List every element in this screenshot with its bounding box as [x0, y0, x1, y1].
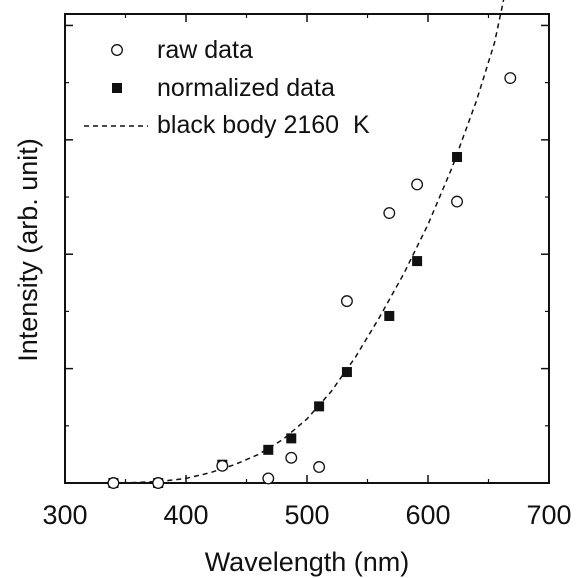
normalized-data-point: [314, 401, 325, 412]
x-tick-label: 600: [405, 500, 450, 530]
plot-series: [107, 0, 517, 489]
legend: raw data normalized data black body 2160…: [84, 36, 370, 139]
x-tick-label: 300: [42, 500, 87, 530]
raw-data-point: [451, 195, 463, 208]
normalized-data-point: [286, 433, 297, 444]
raw-data-point: [411, 178, 424, 191]
legend-black-body-label: black body 2160 K: [157, 111, 370, 139]
y-axis-label: Intensity (arb. unit): [13, 138, 43, 362]
normalized-data-point: [412, 256, 423, 267]
raw-data-point: [313, 461, 326, 473]
normalized-data-point: [263, 444, 274, 455]
x-axis-ticks: [64, 14, 550, 483]
legend-normalized-data-marker: [112, 83, 122, 93]
x-axis-tick-labels: 300 400 500 600 700: [42, 500, 571, 530]
raw-data-point: [107, 477, 120, 489]
legend-raw-data-label: raw data: [157, 36, 253, 64]
x-tick-label: 700: [526, 500, 571, 530]
raw-data-point: [262, 472, 275, 485]
y-axis-ticks: [65, 24, 549, 484]
normalized-data-point: [341, 367, 352, 378]
normalized-data-point: [384, 310, 395, 321]
raw-data-point: [152, 477, 165, 489]
raw-data-point: [216, 459, 229, 472]
raw-data-point: [285, 451, 298, 464]
x-tick-label: 400: [163, 500, 208, 530]
normalized-data-point: [452, 151, 463, 162]
black-body-curve: [113, 0, 505, 484]
x-tick-label: 500: [284, 500, 329, 530]
raw-data-point: [383, 207, 396, 219]
x-axis-label: Wavelength (nm): [205, 547, 410, 577]
raw-data-point: [340, 295, 353, 308]
raw-data-point: [504, 72, 517, 85]
legend-raw-data-marker: [111, 44, 123, 56]
legend-normalized-data-label: normalized data: [157, 74, 335, 102]
